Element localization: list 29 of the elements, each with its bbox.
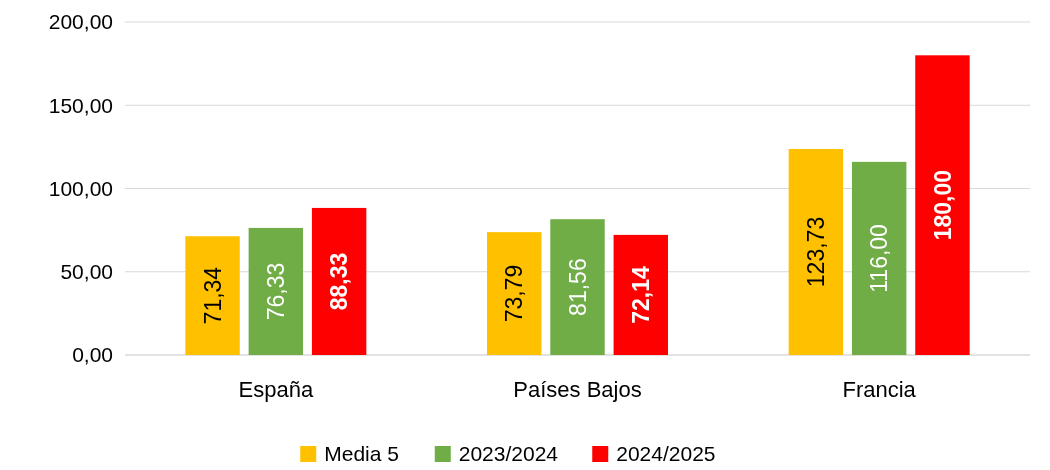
bar [788,148,844,355]
legend-label: 2024/2025 [616,442,716,466]
bar [550,219,605,355]
y-tick-label: 150,00 [48,93,113,117]
y-tick-label: 50,00 [60,260,113,284]
data-label: 81,56 [564,258,591,316]
y-tick-label: 0,00 [72,343,113,367]
bar [851,161,907,355]
legend-label: 2023/2024 [458,442,559,466]
y-tick-label: 100,00 [48,176,113,200]
data-label: 180,00 [929,169,956,241]
legend-label: Media 5 [324,442,399,466]
x-tick-label: Francia [842,377,917,402]
data-label: 72,14 [627,265,654,324]
data-label: 76,33 [262,262,289,321]
x-tick-label: Países Bajos [513,377,642,402]
bar [248,227,304,355]
y-tick-label: 200,00 [48,10,113,34]
data-label: 88,33 [326,252,353,311]
data-label: 123,73 [802,216,829,288]
x-tick-label: España [238,377,314,402]
data-label: 116,00 [866,224,893,293]
bar [311,207,367,355]
bar [487,232,542,355]
data-label: 73,79 [501,264,528,323]
bar [613,234,668,355]
bar [915,55,970,355]
bar [185,236,240,355]
data-label: 71,34 [199,266,226,325]
